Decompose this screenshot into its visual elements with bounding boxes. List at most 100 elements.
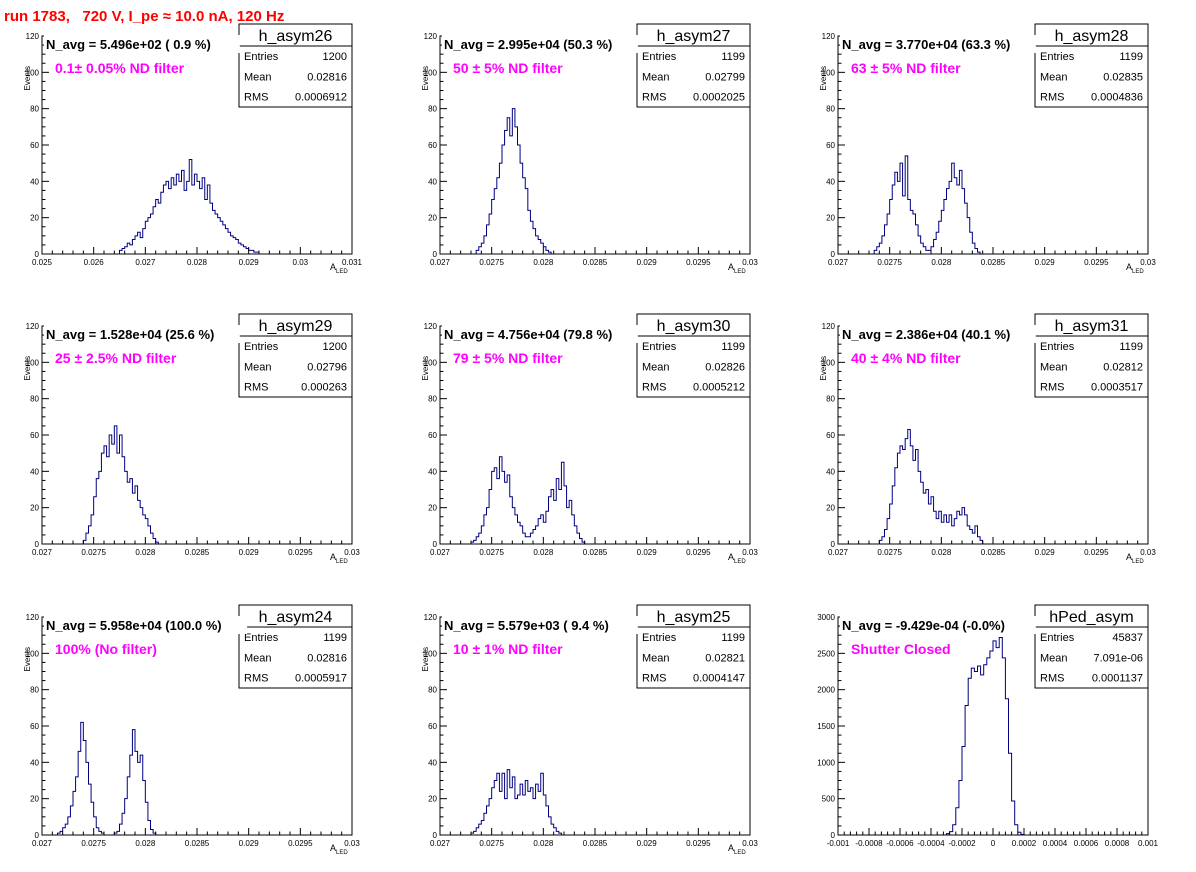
h_asym24-navg-bg	[44, 616, 248, 634]
h_asym28-title: h_asym28	[1055, 28, 1129, 45]
h_asym24-stats-label: RMS	[244, 673, 268, 685]
h_asym30-y-axis-label: Events	[421, 356, 430, 380]
h_asym29-stats-label: Entries	[244, 341, 279, 353]
h_asym25-navg-bg	[442, 616, 638, 634]
h_asym26-stats-label: RMS	[244, 92, 268, 104]
h_asym29-stats-value: 0.02796	[307, 361, 347, 373]
h_asym25-filter-label: 10 ± 1% ND filter	[453, 641, 563, 657]
h_asym25-y-tick-label: 40	[428, 758, 437, 767]
h_asym29-x-tick-label: 0.03	[344, 548, 360, 557]
hPed_asym-x-tick-label: 0	[991, 839, 996, 848]
h_asym31-y-tick-label: 80	[826, 395, 835, 404]
h_asym26-filter-label: 0.1± 0.05% ND filter	[55, 60, 185, 76]
h_asym25-x-axis-label-sub: LED	[734, 850, 746, 856]
h_asym28-x-axis-label: A	[1126, 262, 1132, 272]
h_asym30-x-tick-label: 0.0275	[479, 548, 504, 557]
h_asym25-x-tick-label: 0.0275	[479, 839, 504, 848]
h_asym29-navg-bg	[44, 325, 240, 343]
h_asym25-y-axis-label: Events	[421, 647, 430, 671]
hPed_asym-y-tick-label: 3000	[817, 613, 835, 622]
h_asym26-series-line	[119, 159, 260, 254]
h_asym24-filter-label: 100% (No filter)	[55, 641, 157, 657]
h_asym31-panel: 0.027 0.0275 0.028 0.0285 0.029 0.0295 0.03 0 20…	[819, 313, 1156, 565]
h_asym31-stats-value: 0.0003517	[1091, 382, 1143, 394]
h_asym26-title: h_asym26	[259, 28, 333, 45]
h_asym26-y-tick-label: 20	[30, 214, 39, 223]
hPed_asym-stats-label: Mean	[1040, 652, 1068, 664]
h_asym28-x-tick-label: 0.03	[1140, 258, 1156, 267]
hPed_asym-stats-value: 0.0001137	[1092, 673, 1143, 685]
h_asym30-x-tick-label: 0.029	[637, 548, 658, 557]
h_asym26-y-tick-label: 0	[35, 250, 40, 259]
h_asym31-stats-label: Mean	[1040, 361, 1068, 373]
h_asym31-stats-value: 1199	[1119, 341, 1143, 353]
h_asym25-x-tick-label: 0.0295	[686, 839, 711, 848]
h_asym28-x-tick-label: 0.029	[1035, 258, 1056, 267]
h_asym24-x-axis-label: A	[330, 843, 336, 853]
h_asym29-x-axis-label-sub: LED	[336, 559, 348, 565]
h_asym29-y-tick-label: 120	[26, 322, 40, 331]
h_asym26-x-tick-label: 0.026	[84, 258, 105, 267]
h_asym25-y-tick-label: 0	[433, 831, 438, 840]
h_asym27-x-axis-label: A	[728, 262, 734, 272]
h_asym25-title: h_asym25	[657, 609, 731, 626]
h_asym27-y-tick-label: 120	[424, 32, 438, 41]
h_asym30-y-tick-label: 0	[433, 540, 438, 549]
h_asym24-stats-value: 0.02816	[307, 652, 347, 664]
h_asym29-stats-value: 1200	[323, 341, 347, 353]
h_asym27-x-tick-label: 0.03	[742, 258, 758, 267]
h_asym30-stats-value: 0.02826	[705, 361, 745, 373]
h_asym30-stats-label: Mean	[642, 361, 670, 373]
h_asym26-y-axis-label: Events	[23, 66, 32, 90]
h_asym29-title: h_asym29	[259, 318, 333, 335]
h_asym28-stats-label: RMS	[1040, 92, 1064, 104]
hPed_asym-stats-value: 45837	[1112, 632, 1143, 644]
h_asym26-panel: 0.025 0.026 0.027 0.028 0.029 0.03 0.031 0 20 40 6…	[23, 23, 363, 275]
hPed_asym-x-tick-label: -0.0002	[948, 839, 976, 848]
hPed_asym-x-tick-label: -0.0008	[855, 839, 883, 848]
h_asym27-stats-value: 0.02799	[705, 71, 745, 83]
h_asym31-series-line	[878, 429, 984, 544]
h_asym26-stats-label: Mean	[244, 71, 272, 83]
hPed_asym-filter-label: Shutter Closed	[851, 641, 951, 657]
h_asym25-y-tick-label: 80	[428, 686, 437, 695]
h_asym28-stats-label: Entries	[1040, 51, 1075, 63]
h_asym25-stats-label: RMS	[642, 673, 666, 685]
hPed_asym-x-tick-label: 0.0006	[1074, 839, 1099, 848]
h_asym31-stats-box	[1034, 335, 1149, 398]
h_asym31-navg-bg	[840, 325, 1036, 343]
h_asym27-x-tick-label: 0.027	[430, 258, 451, 267]
h_asym24-y-tick-label: 120	[26, 613, 40, 622]
h_asym31-navg-label: N_avg = 2.386e+04 (40.1 %)	[842, 327, 1010, 342]
h_asym25-series-line	[470, 769, 562, 835]
h_asym27-stats-value: 1199	[721, 51, 745, 63]
h_asym31-stats-value: 0.02812	[1103, 361, 1143, 373]
h_asym28-y-tick-label: 40	[826, 177, 835, 186]
h_asym26-navg-label: N_avg = 5.496e+02 ( 0.9 %)	[46, 37, 211, 52]
h_asym30-y-tick-label: 60	[428, 431, 437, 440]
h_asym27-y-tick-label: 0	[433, 250, 438, 259]
h_asym26-x-tick-label: 0.028	[187, 258, 208, 267]
h_asym27-navg-label: N_avg = 2.995e+04 (50.3 %)	[444, 37, 612, 52]
h_asym25-x-tick-label: 0.027	[430, 839, 451, 848]
h_asym30-stats-value: 1199	[721, 341, 745, 353]
h_asym25-navg-label: N_avg = 5.579e+03 ( 9.4 %)	[444, 618, 609, 633]
h_asym25-stats-label: Entries	[642, 632, 677, 644]
h_asym28-y-tick-label: 20	[826, 214, 835, 223]
h_asym24-title: h_asym24	[259, 609, 333, 626]
h_asym26-stats-label: Entries	[244, 51, 279, 63]
h_asym28-x-tick-label: 0.027	[828, 258, 849, 267]
h_asym28-stats-value: 0.02835	[1103, 71, 1143, 83]
h_asym30-title: h_asym30	[657, 318, 731, 335]
h_asym28-stats-label: Mean	[1040, 71, 1068, 83]
h_asym27-x-tick-label: 0.029	[637, 258, 658, 267]
h_asym26-y-tick-label: 120	[26, 32, 40, 41]
h_asym30-stats-label: Entries	[642, 341, 677, 353]
h_asym27-y-tick-label: 60	[428, 141, 437, 150]
h_asym30-x-tick-label: 0.0285	[583, 548, 608, 557]
hPed_asym-x-tick-label: 0.0008	[1105, 839, 1130, 848]
h_asym26-x-axis-label: A	[330, 262, 336, 272]
h_asym31-y-tick-label: 100	[822, 358, 836, 367]
h_asym28-navg-label: N_avg = 3.770e+04 (63.3 %)	[842, 37, 1010, 52]
h_asym24-y-tick-label: 40	[30, 758, 39, 767]
